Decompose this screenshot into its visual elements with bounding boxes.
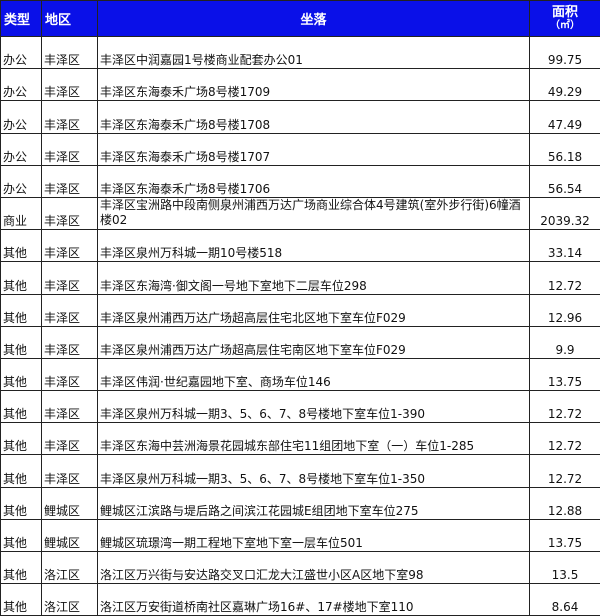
- cell-type: 其他: [1, 294, 42, 326]
- cell-location: 丰泽区中润嘉园1号楼商业配套办公01: [98, 37, 530, 69]
- cell-district: 丰泽区: [42, 358, 98, 390]
- cell-district: 鲤城区: [42, 519, 98, 551]
- header-row: 类型 地区 坐落 面积（㎡）: [1, 1, 600, 37]
- cell-type: 办公: [1, 165, 42, 197]
- cell-area: 12.96: [530, 294, 600, 326]
- cell-district: 丰泽区: [42, 101, 98, 133]
- cell-location: 鲤城区琉璟湾一期工程地下室地下室一层车位501: [98, 519, 530, 551]
- cell-area: 47.49: [530, 101, 600, 133]
- header-area-label: 面积: [532, 5, 598, 20]
- cell-district: 丰泽区: [42, 165, 98, 197]
- cell-area: 12.72: [530, 391, 600, 423]
- cell-location: 洛江区万兴街与安达路交叉口汇龙大江盛世小区A区地下室98: [98, 552, 530, 584]
- cell-area: 12.72: [530, 455, 600, 487]
- cell-location: 丰泽区东海泰禾广场8号楼1708: [98, 101, 530, 133]
- cell-location: 鲤城区江滨路与堤后路之间滨江花园城E组团地下室车位275: [98, 487, 530, 519]
- cell-type: 其他: [1, 326, 42, 358]
- cell-area: 8.64: [530, 584, 600, 616]
- cell-area: 56.18: [530, 133, 600, 165]
- cell-type: 其他: [1, 584, 42, 616]
- cell-area: 99.75: [530, 37, 600, 69]
- cell-type: 其他: [1, 358, 42, 390]
- cell-area: 13.5: [530, 552, 600, 584]
- table-row: 商业丰泽区丰泽区宝洲路中段南侧泉州浦西万达广场商业综合体4号建筑(室外步行街)6…: [1, 197, 600, 229]
- cell-area: 12.72: [530, 423, 600, 455]
- cell-area: 9.9: [530, 326, 600, 358]
- header-type: 类型: [1, 1, 42, 37]
- cell-location: 丰泽区东海泰禾广场8号楼1709: [98, 69, 530, 101]
- cell-district: 丰泽区: [42, 197, 98, 229]
- cell-area: 12.88: [530, 487, 600, 519]
- cell-district: 丰泽区: [42, 294, 98, 326]
- cell-type: 办公: [1, 69, 42, 101]
- cell-location: 丰泽区泉州万科城一期3、5、6、7、8号楼地下室车位1-350: [98, 455, 530, 487]
- cell-type: 办公: [1, 133, 42, 165]
- cell-location: 丰泽区泉州浦西万达广场超高层住宅北区地下室车位F029: [98, 294, 530, 326]
- header-location: 坐落: [98, 1, 530, 37]
- cell-type: 其他: [1, 391, 42, 423]
- cell-district: 丰泽区: [42, 455, 98, 487]
- cell-district: 鲤城区: [42, 487, 98, 519]
- cell-area: 49.29: [530, 69, 600, 101]
- cell-district: 丰泽区: [42, 133, 98, 165]
- cell-type: 其他: [1, 455, 42, 487]
- cell-district: 洛江区: [42, 552, 98, 584]
- cell-district: 丰泽区: [42, 230, 98, 262]
- cell-district: 丰泽区: [42, 423, 98, 455]
- header-area: 面积（㎡）: [530, 1, 600, 37]
- cell-location: 丰泽区东海泰禾广场8号楼1707: [98, 133, 530, 165]
- cell-type: 其他: [1, 230, 42, 262]
- cell-type: 其他: [1, 487, 42, 519]
- cell-location: 丰泽区东海湾·御文阁一号地下室地下二层车位298: [98, 262, 530, 294]
- cell-type: 办公: [1, 37, 42, 69]
- cell-area: 13.75: [530, 358, 600, 390]
- cell-type: 商业: [1, 197, 42, 229]
- cell-location: 丰泽区伟润·世纪嘉园地下室、商场车位146: [98, 358, 530, 390]
- cell-area: 12.72: [530, 262, 600, 294]
- cell-type: 办公: [1, 101, 42, 133]
- cell-location: 丰泽区泉州浦西万达广场超高层住宅南区地下室车位F029: [98, 326, 530, 358]
- cell-district: 洛江区: [42, 584, 98, 616]
- cell-district: 丰泽区: [42, 262, 98, 294]
- cell-area: 56.54: [530, 165, 600, 197]
- cell-location: 丰泽区泉州万科城一期3、5、6、7、8号楼地下室车位1-390: [98, 391, 530, 423]
- cell-area: 13.75: [530, 519, 600, 551]
- cell-district: 丰泽区: [42, 391, 98, 423]
- header-district: 地区: [42, 1, 98, 37]
- cell-location: 丰泽区宝洲路中段南侧泉州浦西万达广场商业综合体4号建筑(室外步行街)6幢酒楼02: [98, 197, 530, 229]
- cell-district: 丰泽区: [42, 69, 98, 101]
- cell-district: 丰泽区: [42, 37, 98, 69]
- cell-district: 丰泽区: [42, 326, 98, 358]
- cell-type: 其他: [1, 552, 42, 584]
- cell-type: 其他: [1, 423, 42, 455]
- cell-location: 丰泽区泉州万科城一期10号楼518: [98, 230, 530, 262]
- cell-area: 2039.32: [530, 197, 600, 229]
- cell-area: 33.14: [530, 230, 600, 262]
- cell-location: 丰泽区东海泰禾广场8号楼1706: [98, 165, 530, 197]
- cell-location: 丰泽区东海中芸洲海景花园城东部住宅11组团地下室（一）车位1-285: [98, 423, 530, 455]
- cell-type: 其他: [1, 519, 42, 551]
- header-area-unit: （㎡）: [532, 20, 598, 32]
- cell-location: 洛江区万安街道桥南社区嘉琳广场16#、17#楼地下室110: [98, 584, 530, 616]
- cell-type: 其他: [1, 262, 42, 294]
